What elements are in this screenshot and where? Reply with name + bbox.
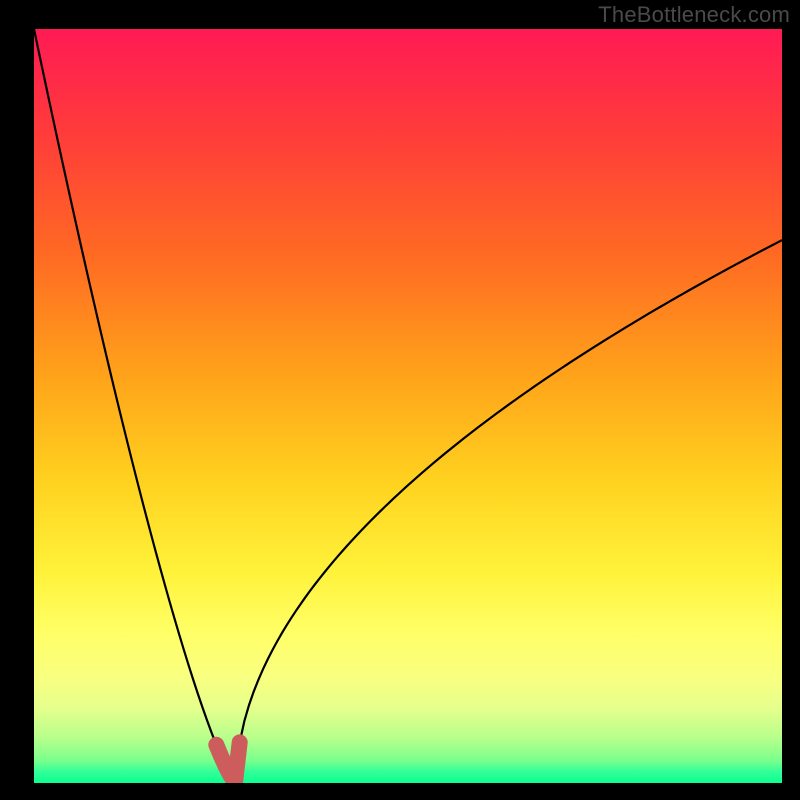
watermark-text: TheBottleneck.com — [598, 2, 790, 28]
gradient-background — [34, 29, 782, 783]
bottleneck-curve-chart — [34, 29, 782, 783]
chart-frame: TheBottleneck.com — [0, 0, 800, 800]
plot-area — [34, 29, 782, 783]
